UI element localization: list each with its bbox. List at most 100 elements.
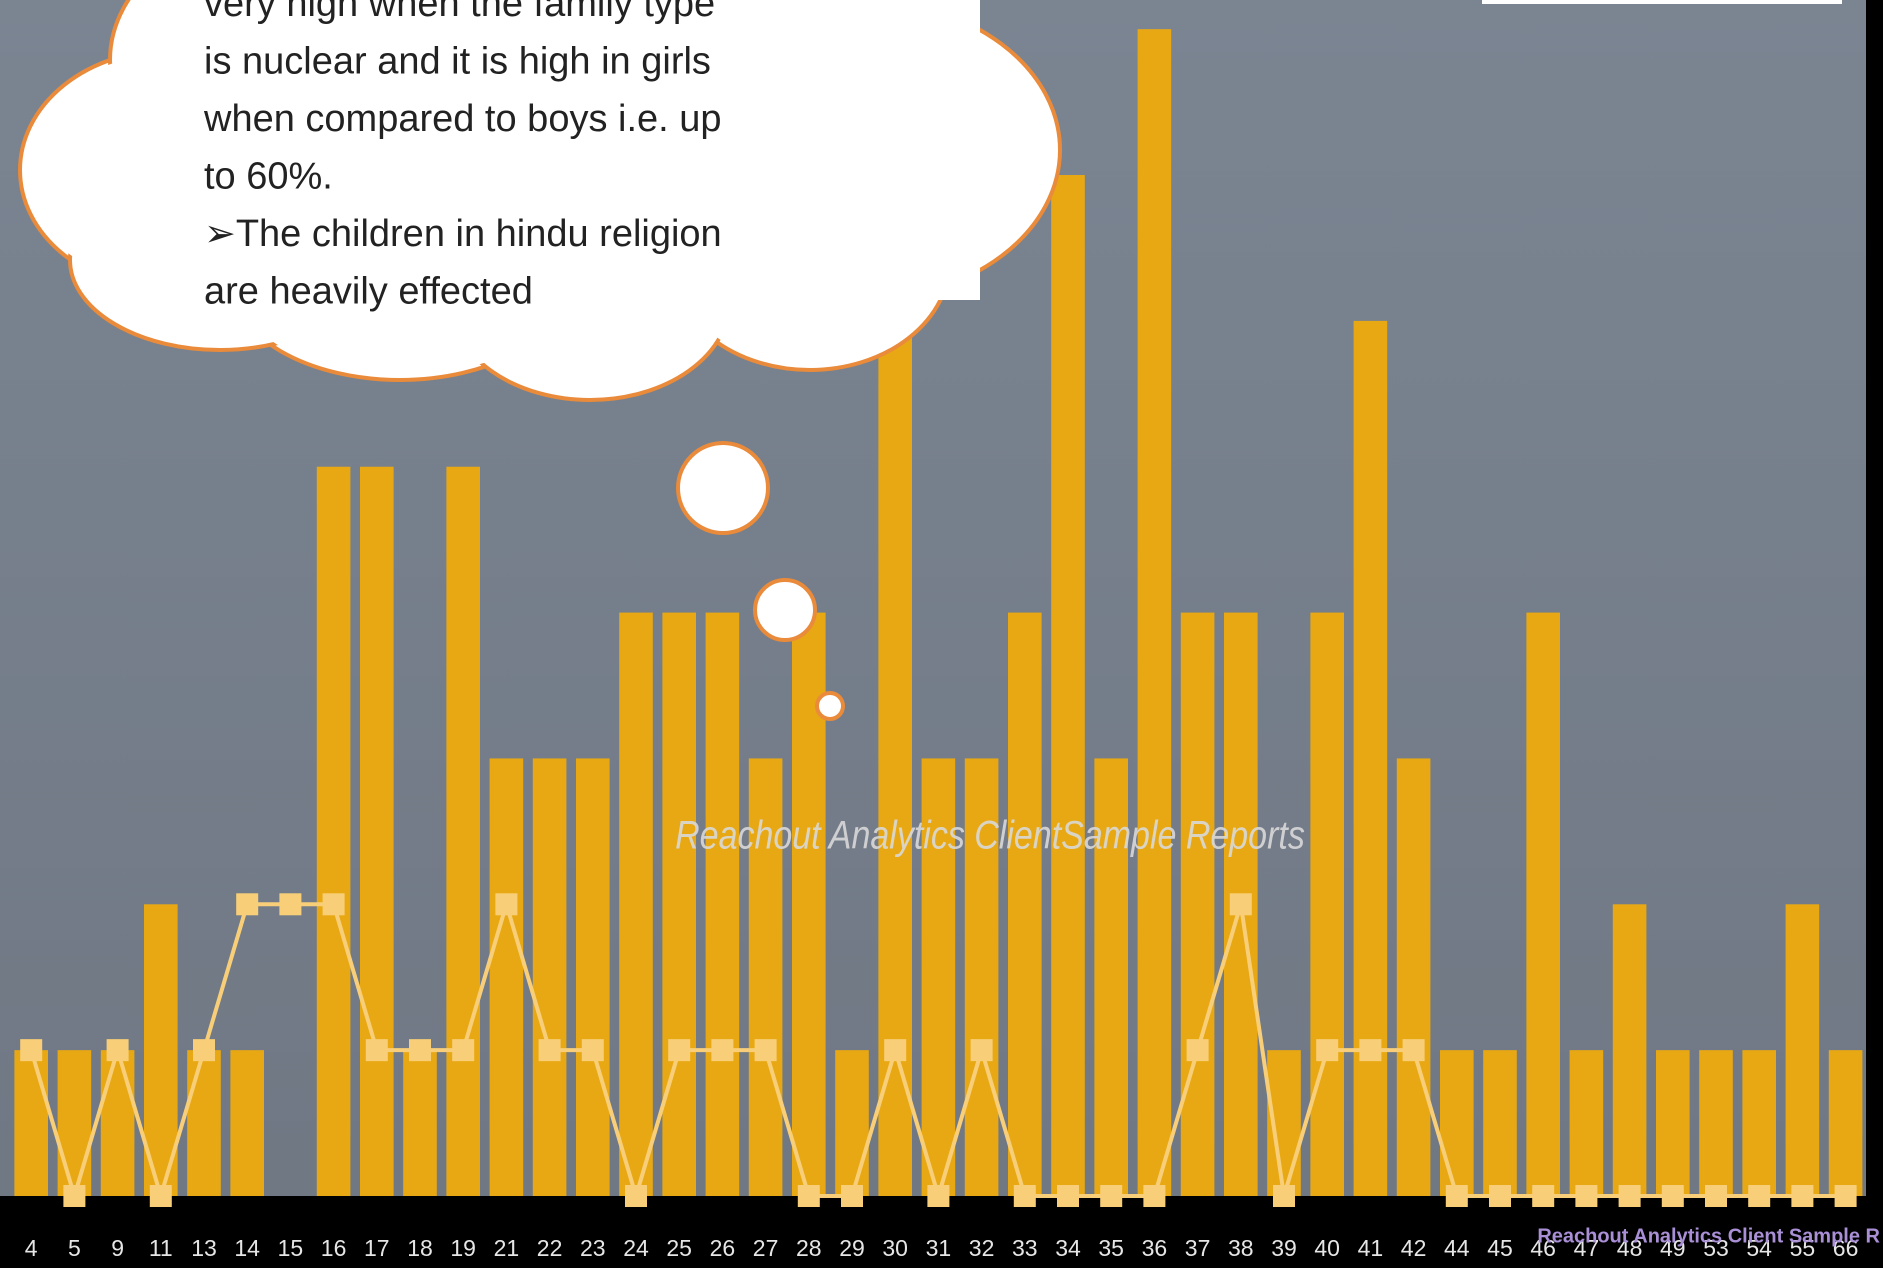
line-marker bbox=[409, 1039, 431, 1062]
x-tick-label: 11 bbox=[149, 1235, 173, 1261]
bar bbox=[662, 612, 696, 1196]
line-marker bbox=[193, 1039, 215, 1062]
callout-line: ➢The children in hindu religion bbox=[204, 213, 722, 255]
line-marker bbox=[236, 893, 259, 916]
x-tick-label: 34 bbox=[1055, 1235, 1081, 1261]
bar bbox=[705, 612, 740, 1196]
bar bbox=[100, 1050, 135, 1196]
bar bbox=[316, 466, 351, 1197]
line-marker bbox=[106, 1039, 129, 1062]
bar bbox=[1440, 1050, 1474, 1196]
x-tick-label: 13 bbox=[191, 1235, 217, 1261]
bar bbox=[878, 320, 912, 1196]
x-tick-label: 48 bbox=[1617, 1235, 1643, 1261]
x-tick-label: 39 bbox=[1271, 1235, 1297, 1261]
bar bbox=[921, 758, 956, 1196]
line-marker bbox=[63, 1185, 86, 1207]
line-marker bbox=[279, 893, 302, 916]
x-tick-label: 25 bbox=[666, 1235, 692, 1261]
bar bbox=[14, 1050, 48, 1196]
line-marker bbox=[1705, 1185, 1727, 1207]
right-border bbox=[1866, 0, 1883, 1268]
bar bbox=[1742, 1050, 1776, 1196]
line-marker bbox=[1100, 1185, 1123, 1207]
bar bbox=[1656, 1050, 1690, 1196]
line-marker bbox=[711, 1039, 734, 1062]
line-marker bbox=[927, 1185, 950, 1207]
bar bbox=[187, 1050, 221, 1196]
bar bbox=[1699, 1050, 1733, 1196]
line-marker bbox=[970, 1039, 993, 1062]
line-marker bbox=[322, 893, 345, 916]
x-tick-label: 42 bbox=[1401, 1235, 1427, 1261]
x-tick-label: 53 bbox=[1703, 1235, 1729, 1261]
x-tick-label: 45 bbox=[1487, 1235, 1513, 1261]
callout-text: very high when the family type is nuclear… bbox=[203, 0, 722, 313]
line-marker bbox=[754, 1039, 777, 1062]
bar bbox=[1180, 612, 1215, 1196]
bar bbox=[1310, 612, 1344, 1196]
x-tick-label: 17 bbox=[364, 1235, 390, 1261]
bar bbox=[57, 1050, 92, 1196]
x-tick-label: 4 bbox=[25, 1235, 38, 1261]
bar bbox=[403, 1050, 437, 1196]
bar bbox=[532, 758, 567, 1196]
footer: Reachout Analytics Client Sample R bbox=[1537, 1225, 1880, 1247]
bar bbox=[1008, 612, 1042, 1196]
line-marker bbox=[1748, 1185, 1771, 1207]
line-marker bbox=[1229, 893, 1252, 916]
x-tick-label: 36 bbox=[1142, 1235, 1168, 1261]
line-marker bbox=[538, 1039, 561, 1062]
bar bbox=[1526, 612, 1560, 1196]
line-marker bbox=[1489, 1185, 1511, 1207]
line-marker bbox=[1618, 1185, 1641, 1207]
line-marker bbox=[581, 1039, 604, 1062]
cloud bbox=[18, 0, 1062, 721]
line-marker bbox=[1057, 1185, 1079, 1207]
x-tick-label: 49 bbox=[1660, 1235, 1686, 1261]
x-tick-label: 18 bbox=[407, 1235, 433, 1261]
bar bbox=[619, 612, 653, 1196]
x-tick-label: 26 bbox=[710, 1235, 736, 1261]
line-marker bbox=[884, 1039, 907, 1062]
x-tick-label: 31 bbox=[926, 1235, 952, 1261]
x-tick-label: 54 bbox=[1746, 1235, 1772, 1261]
callout-line: are heavily effected bbox=[204, 271, 533, 313]
line-marker bbox=[1575, 1185, 1598, 1207]
x-tick-label: 23 bbox=[580, 1235, 606, 1261]
x-tick-label: 38 bbox=[1228, 1235, 1254, 1261]
x-tick-label: 16 bbox=[321, 1235, 347, 1261]
bar bbox=[1094, 758, 1128, 1196]
bar bbox=[964, 758, 999, 1196]
bar bbox=[446, 466, 480, 1197]
line-marker bbox=[841, 1185, 863, 1207]
line-marker bbox=[20, 1039, 43, 1062]
line-marker bbox=[1143, 1185, 1166, 1207]
x-tick-label: 37 bbox=[1185, 1235, 1211, 1261]
line-marker bbox=[1316, 1039, 1339, 1062]
line-marker bbox=[1532, 1185, 1555, 1207]
x-tick-label: 5 bbox=[68, 1235, 81, 1261]
line-marker bbox=[1186, 1039, 1209, 1062]
bar bbox=[1353, 320, 1388, 1196]
x-tick-label: 47 bbox=[1574, 1235, 1600, 1261]
line-marker bbox=[1359, 1039, 1382, 1062]
x-tick-label: 9 bbox=[111, 1235, 124, 1261]
line-marker bbox=[149, 1185, 172, 1207]
x-tick-label: 40 bbox=[1314, 1235, 1340, 1261]
line-marker bbox=[1013, 1185, 1036, 1207]
bar bbox=[1612, 904, 1647, 1196]
x-tick-label: 19 bbox=[450, 1235, 476, 1261]
bar bbox=[748, 758, 783, 1196]
x-tick-label: 44 bbox=[1444, 1235, 1470, 1261]
bar bbox=[1569, 1050, 1604, 1196]
x-tick-label: 27 bbox=[753, 1235, 779, 1261]
bar bbox=[1785, 904, 1820, 1196]
bar bbox=[1483, 1050, 1517, 1196]
callout-line: when compared to boys i.e. up bbox=[203, 98, 722, 140]
x-tick-label: 24 bbox=[623, 1235, 649, 1261]
x-tick-label: 30 bbox=[882, 1235, 908, 1261]
x-tick-label: 14 bbox=[234, 1235, 260, 1261]
line-marker bbox=[1661, 1185, 1684, 1207]
bar bbox=[360, 466, 394, 1197]
